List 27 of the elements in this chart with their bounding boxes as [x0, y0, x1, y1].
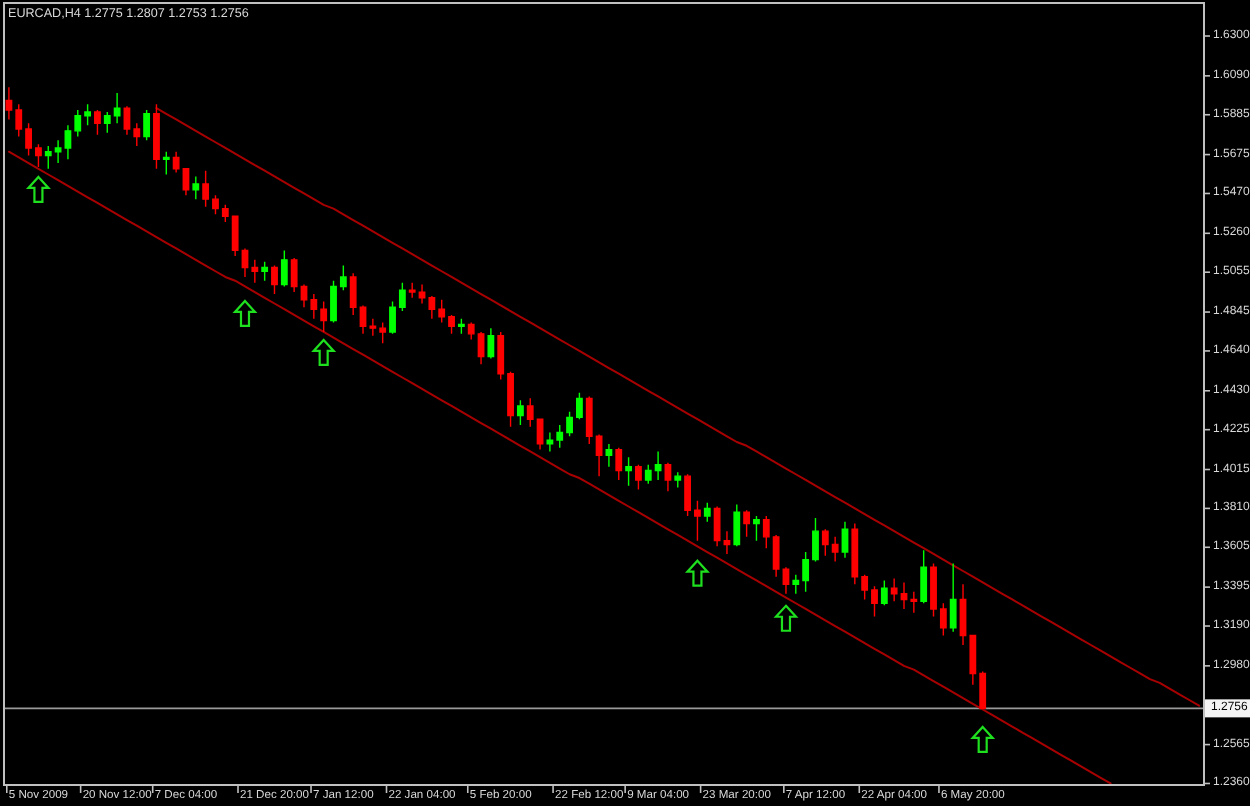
- candlestick: [615, 446, 623, 481]
- candlestick: [949, 562, 957, 633]
- candlestick: [487, 327, 495, 360]
- candlestick: [753, 515, 760, 542]
- candlestick: [261, 261, 269, 282]
- candlestick: [625, 456, 632, 487]
- candlestick: [664, 462, 672, 493]
- candlestick: [516, 399, 524, 426]
- candlestick: [153, 103, 160, 170]
- candlestick: [162, 151, 170, 176]
- line-series: [7, 150, 1112, 785]
- candlestick: [271, 264, 278, 295]
- candlestick: [743, 509, 751, 538]
- candlestick: [880, 579, 888, 606]
- candlestick: [143, 109, 151, 142]
- candlestick: [674, 471, 682, 489]
- candlestick: [605, 443, 613, 468]
- candlestick: [841, 520, 849, 559]
- candlestick: [280, 249, 288, 288]
- candlestick: [457, 317, 465, 335]
- candlestick: [703, 502, 711, 523]
- candlestick: [733, 503, 741, 548]
- candlestick: [635, 464, 642, 491]
- candlestick: [920, 549, 928, 604]
- candlestick: [94, 109, 101, 136]
- line-series: [155, 107, 1201, 707]
- candlestick: [192, 175, 200, 200]
